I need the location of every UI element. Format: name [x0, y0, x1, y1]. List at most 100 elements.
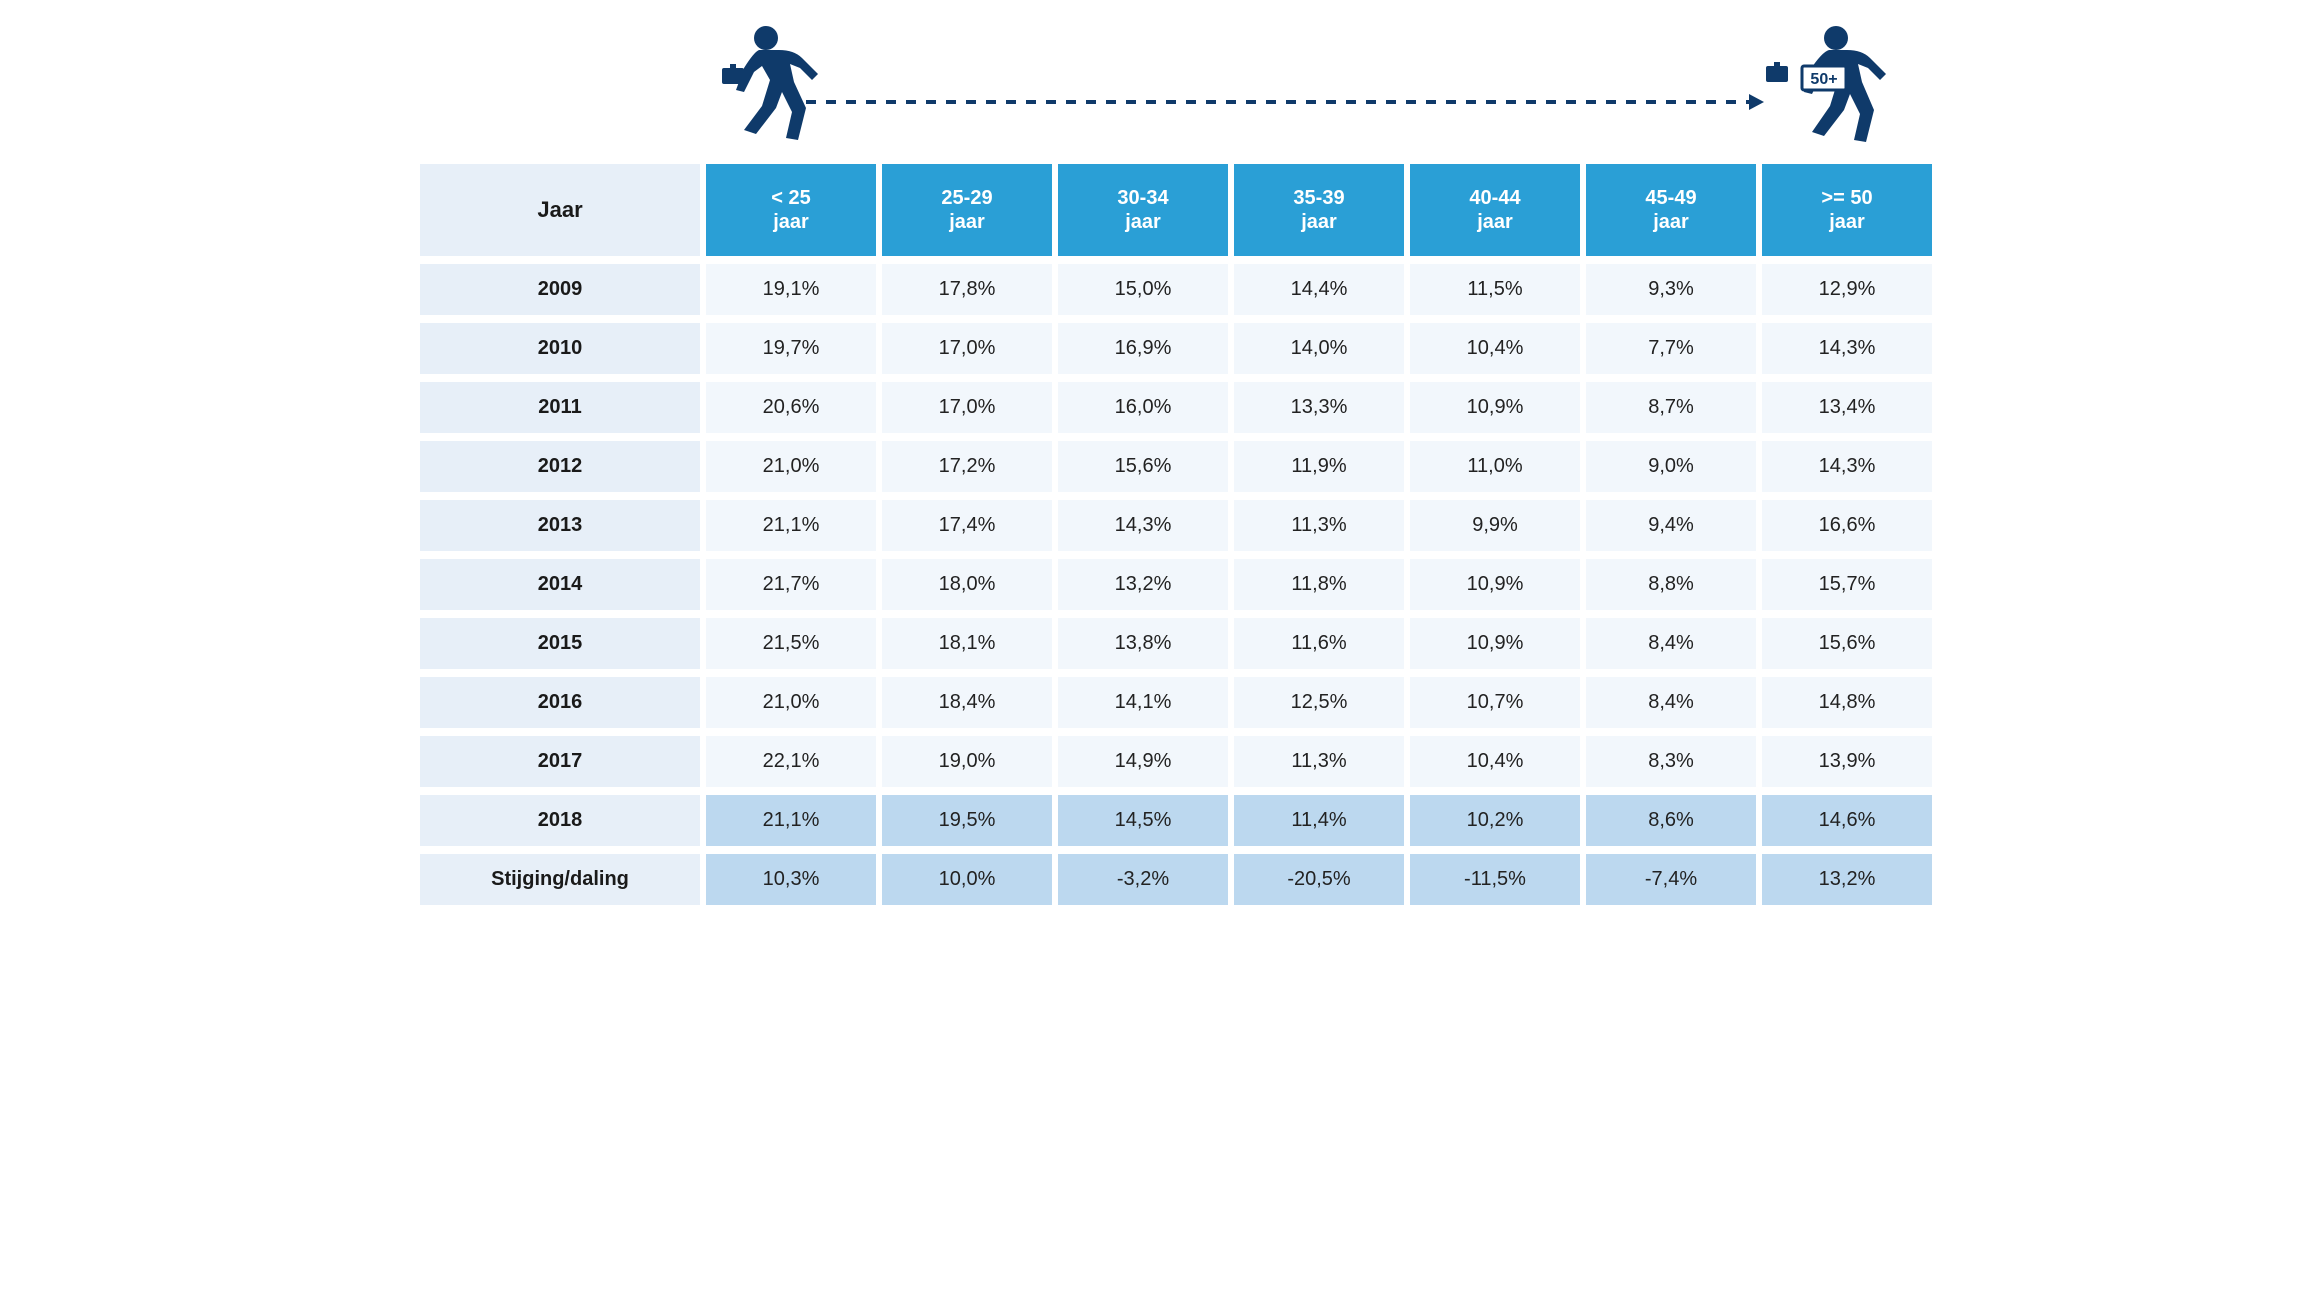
summary-label: Stijging/daling — [420, 854, 700, 905]
value-cell: 21,7% — [706, 559, 876, 610]
value-cell: 14,6% — [1762, 795, 1932, 846]
value-cell: 21,0% — [706, 677, 876, 728]
value-cell: 14,9% — [1058, 736, 1228, 787]
value-cell: 17,2% — [882, 441, 1052, 492]
age-header-6: >= 50jaar — [1762, 164, 1932, 256]
value-cell: 8,4% — [1586, 618, 1756, 669]
value-cell: 21,0% — [706, 441, 876, 492]
value-cell: 11,8% — [1234, 559, 1404, 610]
summary-cell: 10,3% — [706, 854, 876, 905]
table-row: 201722,1%19,0%14,9%11,3%10,4%8,3%13,9% — [420, 736, 1932, 787]
value-cell: 8,8% — [1586, 559, 1756, 610]
age-progression-graphic: 50+ — [414, 20, 1894, 150]
value-cell: 13,4% — [1762, 382, 1932, 433]
table-row: 201019,7%17,0%16,9%14,0%10,4%7,7%14,3% — [420, 323, 1932, 374]
value-cell: 9,0% — [1586, 441, 1756, 492]
value-cell: 9,9% — [1410, 500, 1580, 551]
value-cell: 10,4% — [1410, 323, 1580, 374]
value-cell: 15,7% — [1762, 559, 1932, 610]
value-cell: 12,5% — [1234, 677, 1404, 728]
value-cell: 11,6% — [1234, 618, 1404, 669]
value-cell: 10,2% — [1410, 795, 1580, 846]
value-cell: 17,0% — [882, 382, 1052, 433]
age-header-0: < 25jaar — [706, 164, 876, 256]
header-row: Jaar < 25jaar 25-29jaar 30-34jaar 35-39j… — [420, 164, 1932, 256]
value-cell: 13,3% — [1234, 382, 1404, 433]
value-cell: 19,0% — [882, 736, 1052, 787]
year-cell: 2012 — [420, 441, 700, 492]
value-cell: 11,5% — [1410, 264, 1580, 315]
table-row: 200919,1%17,8%15,0%14,4%11,5%9,3%12,9% — [420, 264, 1932, 315]
value-cell: 18,4% — [882, 677, 1052, 728]
value-cell: 17,8% — [882, 264, 1052, 315]
value-cell: 9,3% — [1586, 264, 1756, 315]
value-cell: 14,3% — [1762, 441, 1932, 492]
value-cell: 7,7% — [1586, 323, 1756, 374]
summary-cell: -7,4% — [1586, 854, 1756, 905]
year-cell: 2017 — [420, 736, 700, 787]
year-cell: 2011 — [420, 382, 700, 433]
table-row: 201321,1%17,4%14,3%11,3%9,9%9,4%16,6% — [420, 500, 1932, 551]
year-header: Jaar — [420, 164, 700, 256]
value-cell: 16,6% — [1762, 500, 1932, 551]
value-cell: 14,8% — [1762, 677, 1932, 728]
value-cell: 21,1% — [706, 795, 876, 846]
age-year-table: Jaar < 25jaar 25-29jaar 30-34jaar 35-39j… — [414, 156, 1938, 913]
value-cell: 14,1% — [1058, 677, 1228, 728]
value-cell: 14,3% — [1762, 323, 1932, 374]
table-row: 201521,5%18,1%13,8%11,6%10,9%8,4%15,6% — [420, 618, 1932, 669]
senior-worker-icon: 50+ — [1766, 26, 1886, 142]
value-cell: 17,0% — [882, 323, 1052, 374]
table-row: 201621,0%18,4%14,1%12,5%10,7%8,4%14,8% — [420, 677, 1932, 728]
age-header-2: 30-34jaar — [1058, 164, 1228, 256]
year-cell: 2009 — [420, 264, 700, 315]
summary-cell: 10,0% — [882, 854, 1052, 905]
value-cell: 15,0% — [1058, 264, 1228, 315]
value-cell: 11,0% — [1410, 441, 1580, 492]
value-cell: 10,9% — [1410, 618, 1580, 669]
value-cell: 15,6% — [1762, 618, 1932, 669]
value-cell: 8,7% — [1586, 382, 1756, 433]
value-cell: 22,1% — [706, 736, 876, 787]
value-cell: 13,2% — [1058, 559, 1228, 610]
year-cell: 2010 — [420, 323, 700, 374]
table-row: 201120,6%17,0%16,0%13,3%10,9%8,7%13,4% — [420, 382, 1932, 433]
value-cell: 19,5% — [882, 795, 1052, 846]
value-cell: 14,5% — [1058, 795, 1228, 846]
value-cell: 20,6% — [706, 382, 876, 433]
summary-cell: -20,5% — [1234, 854, 1404, 905]
value-cell: 18,1% — [882, 618, 1052, 669]
value-cell: 16,9% — [1058, 323, 1228, 374]
value-cell: 8,4% — [1586, 677, 1756, 728]
year-cell: 2013 — [420, 500, 700, 551]
value-cell: 14,4% — [1234, 264, 1404, 315]
year-cell: 2016 — [420, 677, 700, 728]
value-cell: 8,6% — [1586, 795, 1756, 846]
summary-cell: -11,5% — [1410, 854, 1580, 905]
year-cell: 2014 — [420, 559, 700, 610]
value-cell: 9,4% — [1586, 500, 1756, 551]
age-header-1: 25-29jaar — [882, 164, 1052, 256]
value-cell: 11,4% — [1234, 795, 1404, 846]
value-cell: 11,3% — [1234, 500, 1404, 551]
value-cell: 8,3% — [1586, 736, 1756, 787]
year-cell: 2015 — [420, 618, 700, 669]
age-header-4: 40-44jaar — [1410, 164, 1580, 256]
value-cell: 17,4% — [882, 500, 1052, 551]
value-cell: 10,9% — [1410, 382, 1580, 433]
summary-cell: -3,2% — [1058, 854, 1228, 905]
summary-row: Stijging/daling10,3%10,0%-3,2%-20,5%-11,… — [420, 854, 1932, 905]
value-cell: 21,5% — [706, 618, 876, 669]
age-header-3: 35-39jaar — [1234, 164, 1404, 256]
value-cell: 12,9% — [1762, 264, 1932, 315]
value-cell: 18,0% — [882, 559, 1052, 610]
age-header-5: 45-49jaar — [1586, 164, 1756, 256]
age-sign-label: 50+ — [1810, 71, 1837, 88]
value-cell: 11,9% — [1234, 441, 1404, 492]
table-row: 201821,1%19,5%14,5%11,4%10,2%8,6%14,6% — [420, 795, 1932, 846]
value-cell: 15,6% — [1058, 441, 1228, 492]
value-cell: 19,1% — [706, 264, 876, 315]
young-worker-icon — [722, 26, 818, 140]
value-cell: 21,1% — [706, 500, 876, 551]
value-cell: 14,0% — [1234, 323, 1404, 374]
